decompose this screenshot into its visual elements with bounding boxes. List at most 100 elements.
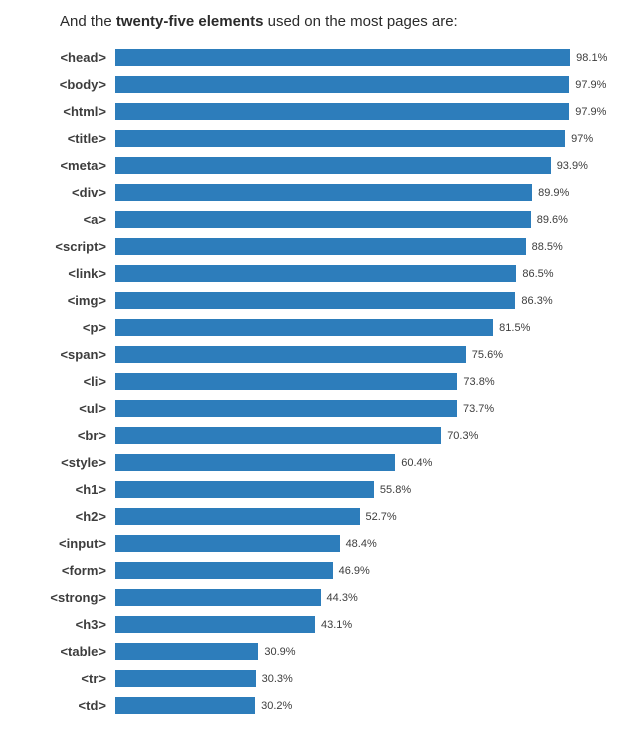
value-label: 75.6% — [471, 348, 503, 361]
value-label: 60.4% — [401, 456, 433, 469]
bar-row: <tr> 30.3% — [0, 665, 640, 692]
bar-row: <h1> 55.8% — [0, 476, 640, 503]
chart-title-bold: twenty-five elements — [115, 13, 264, 30]
value-label: 97% — [571, 132, 594, 145]
bar-row: <a> 89.6% — [0, 206, 640, 233]
bar-row: <li> 73.8% — [0, 368, 640, 395]
element-label: <td> — [78, 698, 106, 713]
bar — [115, 670, 256, 687]
bar — [115, 319, 494, 336]
element-label: <img> — [67, 293, 106, 308]
bar — [115, 211, 531, 228]
bar-row: <h2> 52.7% — [0, 503, 640, 530]
element-label: <h3> — [75, 617, 106, 632]
value-label: 30.2% — [261, 699, 293, 712]
element-label: <div> — [72, 185, 106, 200]
value-label: 98.1% — [576, 51, 608, 64]
bar — [115, 508, 360, 525]
bar-row: <form> 46.9% — [0, 557, 640, 584]
value-label: 86.5% — [522, 267, 554, 280]
element-label: <form> — [61, 563, 106, 578]
bar — [115, 265, 517, 282]
bar-row: <head> 98.1% — [0, 44, 640, 71]
bar-row: <h3> 43.1% — [0, 611, 640, 638]
value-label: 89.9% — [538, 186, 570, 199]
bar — [115, 373, 458, 390]
bar-row: <title> 97% — [0, 125, 640, 152]
element-label: <table> — [60, 644, 106, 659]
value-label: 55.8% — [379, 483, 412, 496]
value-label: 81.5% — [499, 321, 531, 334]
value-label: 89.6% — [536, 213, 568, 226]
element-label: <p> — [82, 320, 106, 335]
element-label: <html> — [63, 104, 106, 119]
bar — [115, 643, 259, 660]
chart-title: And the twenty-five elements used on the… — [60, 13, 640, 30]
bar — [115, 184, 533, 201]
bar-row: <body> 97.9% — [0, 71, 640, 98]
bar-chart: <head> 98.1% <body> 97.9% <html> 97.9% <title>… — [0, 44, 640, 719]
element-label: <link> — [68, 266, 106, 281]
value-label: 48.4% — [345, 537, 377, 550]
value-label: 43.1% — [320, 618, 353, 631]
bar — [115, 562, 333, 579]
element-label: <script> — [55, 239, 106, 254]
bar-row: <style> 60.4% — [0, 449, 640, 476]
bar — [115, 400, 457, 417]
element-label: <ul> — [79, 401, 106, 416]
bar — [115, 427, 442, 444]
bar — [115, 103, 570, 120]
value-label: 88.5% — [531, 240, 563, 253]
element-label: <span> — [60, 347, 106, 362]
element-label: <style> — [61, 455, 106, 470]
element-label: <body> — [59, 77, 106, 92]
value-label: 97.9% — [575, 78, 607, 91]
bar-row: <link> 86.5% — [0, 260, 640, 287]
value-label: 86.3% — [521, 294, 553, 307]
element-label: <head> — [60, 50, 106, 65]
bar-row: <html> 97.9% — [0, 98, 640, 125]
bar — [115, 346, 466, 363]
value-label: 52.7% — [365, 510, 397, 523]
bar-row: <img> 86.3% — [0, 287, 640, 314]
value-label: 73.8% — [463, 375, 495, 388]
bar-row: <p> 81.5% — [0, 314, 640, 341]
bar-row: <ul> 73.7% — [0, 395, 640, 422]
bar — [115, 454, 396, 471]
value-label: 30.3% — [261, 672, 293, 685]
bar-row: <meta> 93.9% — [0, 152, 640, 179]
bar-row: <br> 70.3% — [0, 422, 640, 449]
value-label: 97.9% — [575, 105, 607, 118]
value-label: 70.3% — [447, 429, 479, 442]
value-label: 30.9% — [264, 645, 296, 658]
bar — [115, 616, 315, 633]
bar-row: <input> 48.4% — [0, 530, 640, 557]
element-label: <a> — [83, 212, 106, 227]
chart-title-suffix: used on the most pages are: — [263, 13, 458, 30]
bar — [115, 157, 551, 174]
element-label: <br> — [77, 428, 106, 443]
bar — [115, 697, 256, 714]
bar-row: <script> 88.5% — [0, 233, 640, 260]
bar — [115, 49, 571, 66]
bar-row: <div> 89.9% — [0, 179, 640, 206]
bar — [115, 481, 374, 498]
bar — [115, 76, 570, 93]
value-label: 46.9% — [338, 564, 370, 577]
chart-title-prefix: And the — [60, 13, 116, 30]
bar-row: <td> 30.2% — [0, 692, 640, 719]
bar — [115, 292, 516, 309]
bar — [115, 589, 321, 606]
bar — [115, 238, 526, 255]
element-label: <input> — [59, 536, 106, 551]
value-label: 93.9% — [556, 159, 588, 172]
element-label: <strong> — [50, 590, 106, 605]
element-label: <li> — [83, 374, 106, 389]
element-label: <title> — [67, 131, 106, 146]
element-label: <meta> — [60, 158, 106, 173]
element-label: <h2> — [75, 509, 106, 524]
element-label: <tr> — [81, 671, 106, 686]
bar-row: <table> 30.9% — [0, 638, 640, 665]
bar — [115, 535, 340, 552]
